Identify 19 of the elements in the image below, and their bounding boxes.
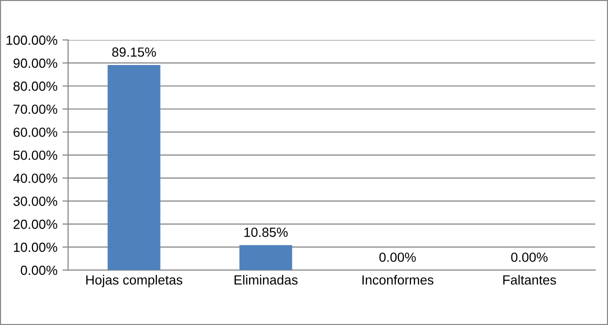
y-tick-label: 60.00% (14, 128, 58, 137)
data-label: 10.85% (244, 228, 288, 237)
y-tick-label: 80.00% (14, 82, 58, 91)
x-tick-label: Faltantes (503, 274, 556, 285)
y-tick-label: 10.00% (14, 242, 58, 252)
y-tick-label: 100.00% (6, 36, 58, 45)
y-tick-label: 30.00% (13, 196, 58, 206)
data-label: 89.15% (112, 47, 156, 57)
x-tick-label: Hojas completas (86, 274, 182, 288)
x-tick-label: Eliminadas (234, 274, 298, 285)
y-tick-label: 40.00% (13, 174, 58, 183)
y-tick-label: 0.00% (20, 266, 58, 275)
data-label: 0.00% (379, 252, 416, 262)
y-tick-label: 70.00% (14, 104, 58, 114)
y-tick-label: 50.00% (13, 150, 58, 160)
y-tick-label: 90.00% (14, 58, 58, 68)
data-label: 0.00% (511, 252, 548, 262)
y-tick-label: 20.00% (14, 220, 58, 229)
x-tick-label: Inconformes (362, 274, 434, 285)
